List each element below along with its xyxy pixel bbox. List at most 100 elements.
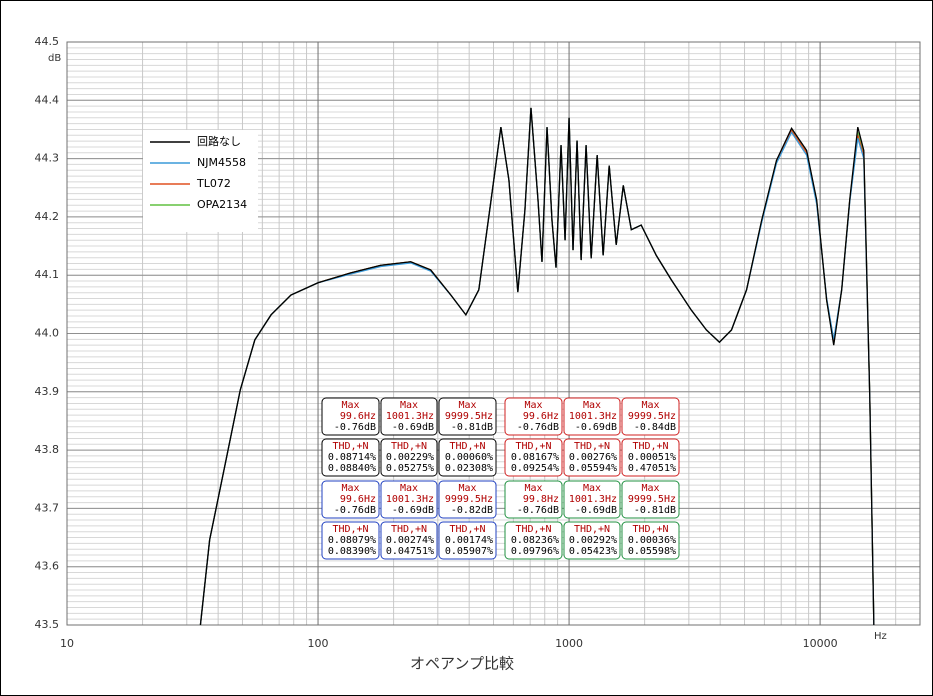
annotation-label: THD,+N [632, 441, 668, 452]
annotation-box [563, 397, 621, 436]
legend-label: OPA2134 [197, 198, 247, 211]
annotation-label: Max [341, 483, 359, 494]
legend-label: 回路なし [197, 135, 241, 148]
annotation-text: 9999.5Hz [628, 494, 676, 505]
annotation-text: -0.69dB [575, 505, 617, 516]
y-tick-label: 44.3 [35, 152, 60, 165]
y-tick-label: 44.4 [35, 93, 60, 106]
annotation-text: 0.05907% [445, 546, 493, 557]
annotation-box [504, 438, 563, 477]
annotation-text: 99.6Hz [340, 411, 376, 422]
x-unit: Hz [874, 631, 887, 642]
annotation-text: 0.04751% [386, 546, 434, 557]
annotation-text: 0.47051% [628, 463, 676, 474]
annotation-text: 0.09796% [511, 546, 559, 557]
annotation-label: THD,+N [515, 524, 551, 535]
annotation-box [380, 480, 438, 519]
annotation-text: -0.76dB [517, 505, 559, 516]
annotation-text: 0.00292% [569, 535, 617, 546]
annotation-box [504, 480, 563, 519]
annotation-label: Max [524, 400, 542, 411]
annotation-label: Max [641, 400, 659, 411]
annotation-label: Max [458, 400, 476, 411]
annotation-text: 0.05598% [628, 546, 676, 557]
annotation-text: 0.09254% [511, 463, 559, 474]
annotation-label: THD,+N [449, 441, 485, 452]
annotation-text: -0.81dB [451, 422, 493, 433]
annotation-box [438, 397, 497, 436]
annotation-text: 0.08390% [328, 546, 376, 557]
x-tick-label: 1000 [555, 637, 583, 650]
annotation-box [621, 438, 680, 477]
x-tick-label: 10 [60, 637, 74, 650]
annotation-box [504, 521, 563, 560]
annotation-text: -0.82dB [451, 505, 493, 516]
annotation-box [504, 397, 563, 436]
legend-box [143, 130, 258, 232]
x-tick-label: 100 [308, 637, 329, 650]
annotation-label: THD,+N [449, 524, 485, 535]
annotation-text: -0.69dB [575, 422, 617, 433]
annotation-text: 1001.3Hz [386, 494, 434, 505]
annotation-box [321, 397, 380, 436]
annotation-label: Max [400, 483, 418, 494]
x-tick-label: 10000 [803, 637, 838, 650]
annotation-text: 9999.5Hz [445, 411, 493, 422]
annotation-box [563, 438, 621, 477]
y-tick-label: 44.5 [35, 35, 60, 48]
annotation-text: 0.08079% [328, 535, 376, 546]
y-tick-label: 44.2 [35, 210, 60, 223]
y-tick-label: 43.7 [35, 501, 60, 514]
annotation-text: -0.76dB [334, 422, 376, 433]
y-tick-label: 43.6 [35, 560, 60, 573]
annotation-label: THD,+N [574, 441, 610, 452]
annotation-label: THD,+N [391, 441, 427, 452]
annotation-label: Max [524, 483, 542, 494]
annotation-label: THD,+N [332, 524, 368, 535]
annotation-box [563, 521, 621, 560]
annotation-text: 0.00036% [628, 535, 676, 546]
annotation-box [438, 521, 497, 560]
annotation-text: 99.6Hz [340, 494, 376, 505]
annotation-text: 0.00060% [445, 452, 493, 463]
annotation-label: THD,+N [332, 441, 368, 452]
annotation-text: 0.08236% [511, 535, 559, 546]
annotation-text: 0.08714% [328, 452, 376, 463]
annotation-text: -0.84dB [634, 422, 676, 433]
annotation-box [321, 521, 380, 560]
annotation-label: Max [400, 400, 418, 411]
annotation-box [380, 521, 438, 560]
annotation-text: 99.8Hz [523, 494, 559, 505]
annotation-text: 1001.3Hz [569, 411, 617, 422]
legend-label: NJM4558 [197, 156, 246, 169]
annotation-text: 0.02308% [445, 463, 493, 474]
annotation-text: -0.76dB [517, 422, 559, 433]
annotation-box [380, 438, 438, 477]
annotation-text: -0.81dB [634, 505, 676, 516]
annotation-box [438, 480, 497, 519]
annotation-box [621, 480, 680, 519]
annotation-box [621, 397, 680, 436]
annotation-text: 0.08167% [511, 452, 559, 463]
annotation-text: 0.00174% [445, 535, 493, 546]
annotation-box [438, 438, 497, 477]
annotation-text: 0.05423% [569, 546, 617, 557]
y-tick-label: 44.0 [35, 327, 60, 340]
annotation-box [321, 480, 380, 519]
annotation-text: 0.00229% [386, 452, 434, 463]
chart-title: オペアンプ比較 [410, 655, 514, 673]
annotation-label: THD,+N [632, 524, 668, 535]
annotation-text: 0.05275% [386, 463, 434, 474]
annotation-box [321, 438, 380, 477]
annotation-box [563, 480, 621, 519]
annotation-label: THD,+N [391, 524, 427, 535]
annotation-text: 0.00276% [569, 452, 617, 463]
annotation-label: THD,+N [515, 441, 551, 452]
annotation-text: 1001.3Hz [569, 494, 617, 505]
annotation-text: 0.00274% [386, 535, 434, 546]
annotation-text: 9999.5Hz [628, 411, 676, 422]
annotation-box [380, 397, 438, 436]
annotation-label: THD,+N [574, 524, 610, 535]
series-line [199, 107, 875, 626]
